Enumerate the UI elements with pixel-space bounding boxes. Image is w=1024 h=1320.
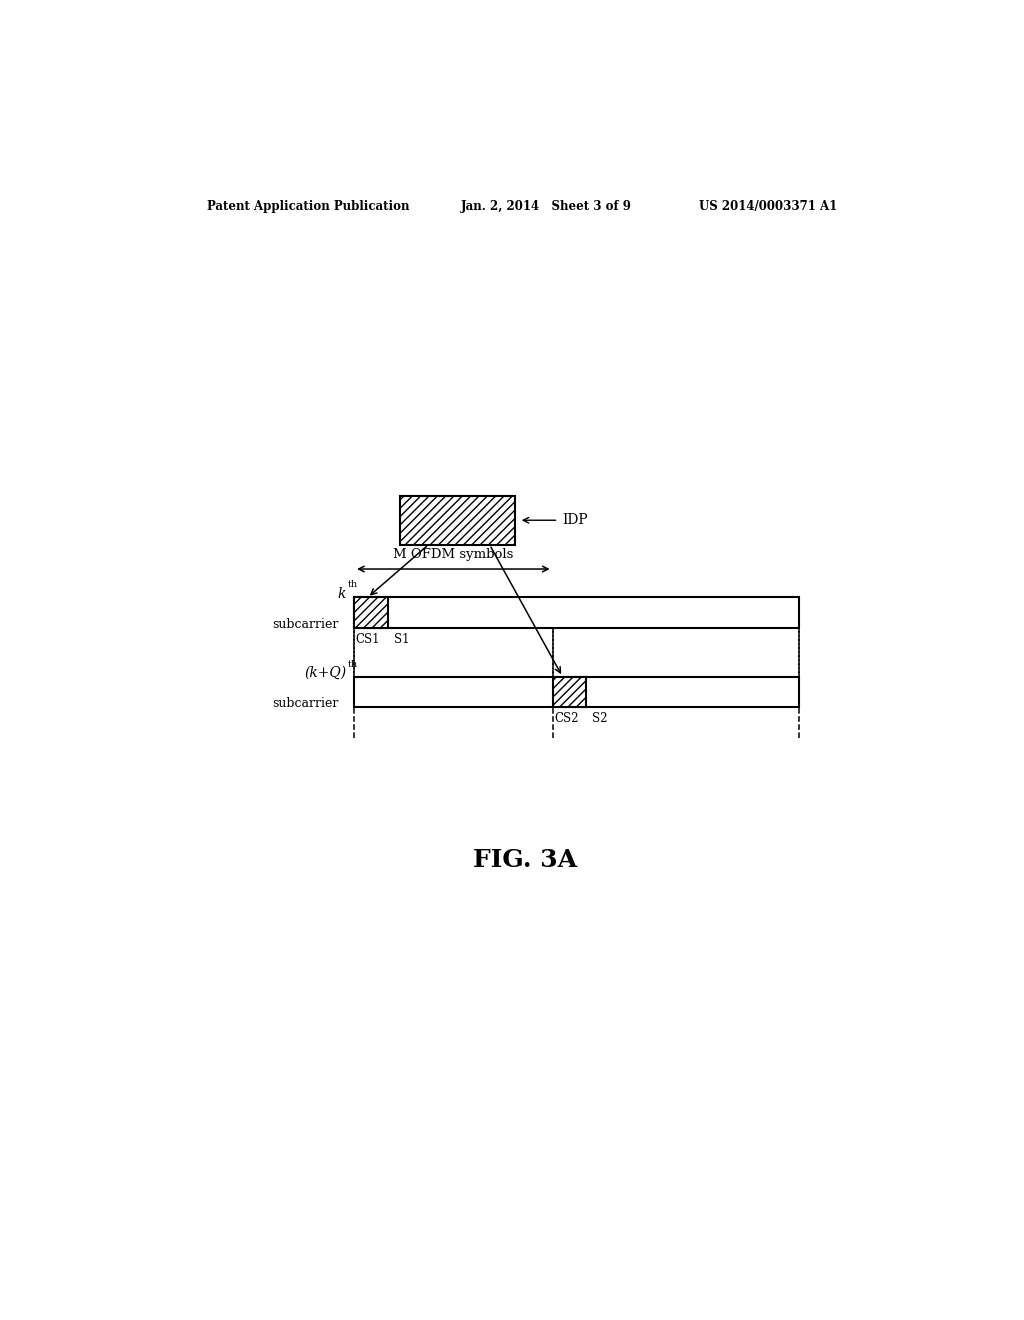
Bar — [553, 677, 586, 708]
Text: Patent Application Publication: Patent Application Publication — [207, 199, 410, 213]
Bar — [354, 598, 387, 628]
Text: CS1: CS1 — [355, 634, 380, 645]
Text: M OFDM symbols: M OFDM symbols — [393, 548, 514, 561]
Text: (k+Q): (k+Q) — [304, 665, 346, 680]
Text: Jan. 2, 2014   Sheet 3 of 9: Jan. 2, 2014 Sheet 3 of 9 — [461, 199, 632, 213]
Text: th: th — [348, 660, 358, 669]
Text: S2: S2 — [592, 713, 608, 725]
Text: subcarrier: subcarrier — [272, 697, 338, 710]
Text: FIG. 3A: FIG. 3A — [473, 847, 577, 871]
Bar — [354, 677, 799, 708]
Text: th: th — [348, 581, 358, 589]
Text: k: k — [338, 586, 346, 601]
Text: IDP: IDP — [562, 513, 588, 527]
Text: S1: S1 — [394, 634, 410, 645]
Bar — [399, 496, 515, 545]
Bar — [354, 598, 799, 628]
Text: CS2: CS2 — [554, 713, 579, 725]
Text: subcarrier: subcarrier — [272, 618, 338, 631]
Text: US 2014/0003371 A1: US 2014/0003371 A1 — [699, 199, 838, 213]
